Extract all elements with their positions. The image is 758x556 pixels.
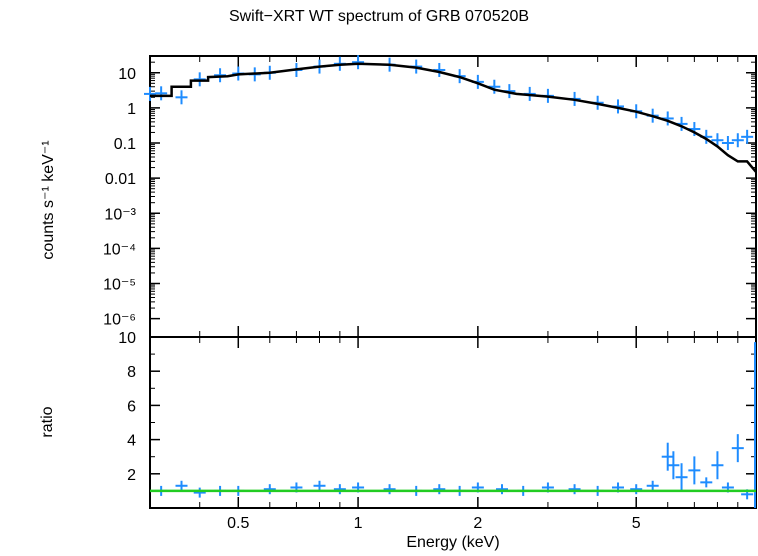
ratio-tick-label: 6	[127, 398, 136, 415]
spectrum-data-point	[144, 86, 156, 101]
spectrum-data-point	[731, 133, 744, 148]
ratio-data-point	[700, 477, 713, 488]
chart-title: Swift−XRT WT spectrum of GRB 070520B	[228, 8, 530, 25]
model-line	[150, 62, 757, 173]
x-tick-label: 1	[354, 515, 363, 532]
spectrum-data-point	[488, 79, 501, 94]
ratio-data-point	[661, 442, 674, 471]
ratio-data-point	[175, 480, 188, 491]
ratio-data-point	[731, 434, 744, 463]
spectrum-data-point	[175, 90, 188, 105]
x-axis-label: Energy (keV)	[406, 534, 500, 551]
y-tick-label: 10⁻³	[104, 206, 136, 223]
ratio-data-point	[496, 484, 509, 495]
ratio-tick-label: 4	[127, 433, 136, 450]
ratio-panel-frame	[149, 336, 757, 509]
y-tick-label: 10	[118, 66, 136, 83]
ratio-data-point	[646, 480, 659, 491]
ratio-data-point	[263, 484, 276, 495]
ratio-tick-label: 8	[127, 364, 136, 381]
spectrum-data-point	[352, 55, 365, 70]
y-tick-label: 0.01	[105, 171, 136, 188]
ratio-data-point	[313, 480, 326, 491]
spectrum-data-point	[155, 86, 168, 101]
ratio-tick-label: 2	[127, 467, 136, 484]
x-tick-label: 5	[632, 515, 641, 532]
y-tick-label: 10⁻⁵	[103, 277, 136, 294]
y-tick-label: 10⁻⁶	[103, 312, 136, 329]
y-tick-label: 10⁻⁴	[103, 241, 136, 258]
spectrum-panel-frame	[149, 55, 757, 338]
ratio-data-point	[667, 451, 680, 480]
y-tick-label: 0.1	[114, 136, 136, 153]
ratio-data-point	[675, 463, 688, 492]
spectrum-data-point	[721, 136, 734, 151]
y-tick-label: 1	[127, 101, 136, 118]
ratio-data-point	[688, 456, 701, 485]
ratio-data-point	[711, 451, 724, 480]
spectrum-data-point	[741, 129, 754, 144]
ratio-data-point	[383, 484, 396, 495]
spectrum-data-point	[193, 72, 206, 87]
x-tick-label: 2	[473, 515, 482, 532]
ratio-data-point	[193, 487, 206, 498]
ratio-data-point	[630, 484, 643, 495]
ratio-data-point	[433, 484, 446, 495]
ratio-data-point	[333, 484, 346, 495]
ratio-tick-label: 10	[118, 330, 136, 347]
x-tick-label: 0.5	[227, 515, 249, 532]
spectrum-data-point	[711, 133, 724, 148]
ratio-data-point	[568, 484, 581, 495]
